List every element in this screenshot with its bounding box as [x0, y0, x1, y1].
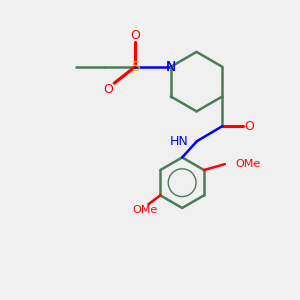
- Text: O: O: [103, 82, 113, 96]
- Text: O: O: [244, 120, 254, 133]
- Text: N: N: [166, 60, 176, 74]
- Text: HN: HN: [169, 135, 188, 148]
- Text: N: N: [166, 60, 176, 74]
- Text: O: O: [130, 29, 140, 42]
- Text: S: S: [131, 60, 140, 74]
- Text: OMe: OMe: [133, 205, 158, 215]
- Text: OMe: OMe: [235, 159, 260, 169]
